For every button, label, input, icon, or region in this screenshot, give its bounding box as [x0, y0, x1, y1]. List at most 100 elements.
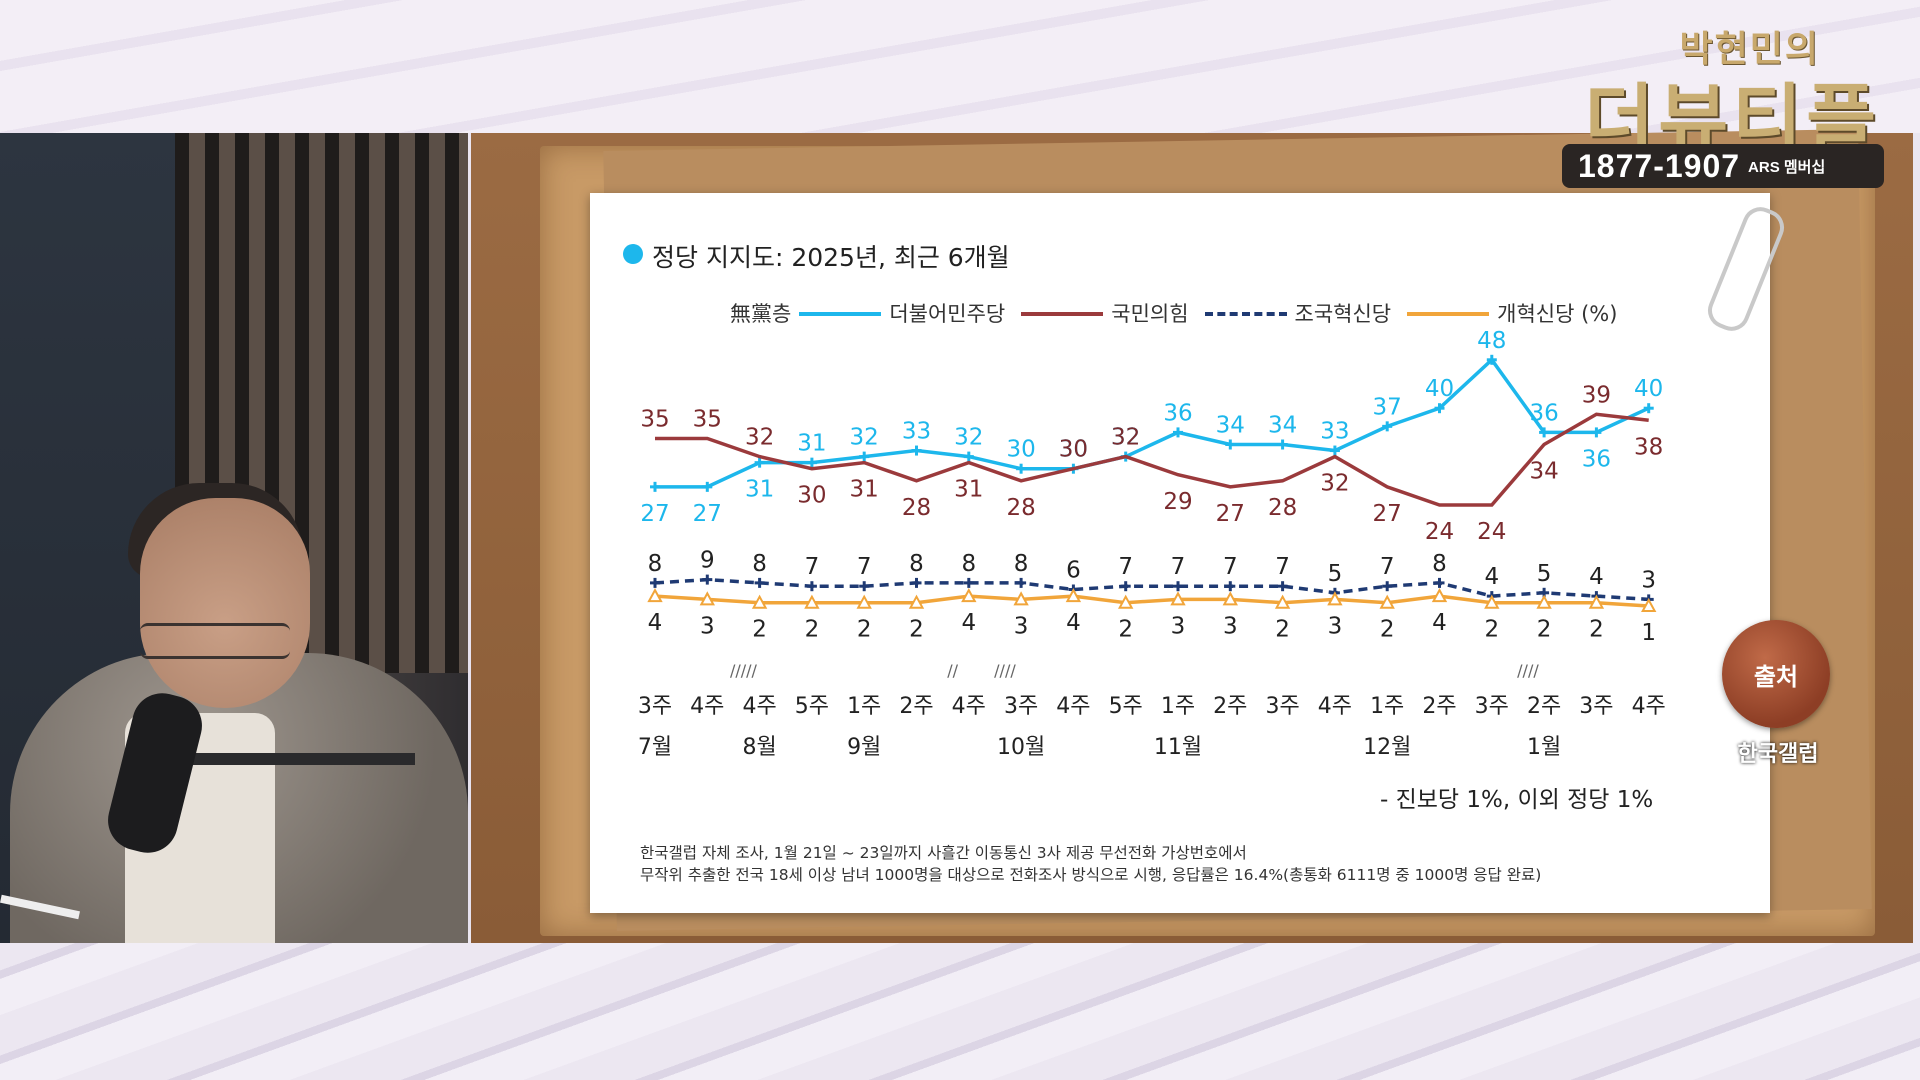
footnote-line-2: 무작위 추출한 전국 18세 이상 남녀 1000명을 대상으로 전화조사 방식… [640, 866, 1542, 884]
phone-banner: 1877-1907 ARS 멤버십 [1562, 144, 1884, 188]
legend-label-ppp: 국민의힘 [1111, 302, 1189, 326]
source-seal: 출처 [1722, 620, 1830, 728]
data-label-rebuild: 8 [1014, 551, 1029, 577]
data-label-dem: 30 [1006, 437, 1035, 463]
data-label-rebuild: 7 [857, 554, 872, 580]
data-label-reform: 3 [1223, 613, 1238, 639]
chart-legend: 無黨층 더불어민주당 국민의힘 조국혁신당 개혁신당 (%) [730, 298, 1625, 328]
legend-prefix: 無黨층 [730, 302, 792, 326]
data-label-reform: 2 [1275, 617, 1290, 643]
series-line-ppp [655, 412, 1649, 507]
data-label-rebuild: 8 [648, 551, 663, 577]
source-name: 한국갤럽 [1737, 741, 1819, 766]
x-tick-label: 5주 [795, 694, 829, 719]
month-label: 12월 [1363, 735, 1411, 760]
data-label-ppp: 24 [1425, 519, 1454, 545]
marker-reform [647, 588, 663, 603]
chart-footnote: 한국갤럽 자체 조사, 1월 21일 ~ 23일까지 사흘간 이동통신 3사 제… [640, 842, 1541, 886]
chart-title: 정당 지지도: 2025년, 최근 6개월 [652, 243, 1010, 272]
data-label-dem: 32 [954, 425, 983, 451]
marker-reform [1065, 588, 1082, 603]
data-label-reform: 3 [1328, 613, 1343, 639]
marker-reform [1536, 594, 1552, 609]
marker-reform [856, 594, 872, 609]
x-tick-label: 3주 [1004, 694, 1038, 719]
marker-reform [1013, 591, 1029, 606]
gap-mark: //// [1517, 661, 1539, 680]
data-label-dem: 37 [1373, 394, 1402, 420]
data-label-reform: 2 [1484, 617, 1499, 643]
gap-mark: ///// [730, 661, 758, 680]
data-label-rebuild: 8 [1432, 551, 1447, 577]
data-label-reform: 2 [1589, 617, 1604, 643]
month-label: 9월 [847, 735, 881, 760]
series-line-dem [655, 357, 1650, 489]
data-label-ppp: 35 [640, 406, 669, 432]
x-tick-label: 3주 [1475, 694, 1509, 719]
marker-reform [961, 588, 977, 603]
data-label-reform: 4 [648, 610, 663, 636]
data-label-ppp: 31 [850, 477, 879, 503]
x-tick-label: 3주 [1579, 694, 1613, 719]
data-label-reform: 2 [857, 617, 872, 643]
marker-reform [804, 594, 820, 609]
x-tick-label: 4주 [952, 694, 986, 719]
data-label-dem: 40 [1634, 376, 1663, 402]
x-tick-label: 4주 [1632, 694, 1666, 719]
data-label-ppp: 28 [902, 495, 931, 521]
data-label-ppp: 39 [1582, 382, 1611, 408]
host-head [140, 498, 310, 708]
data-label-rebuild: 7 [1380, 554, 1395, 580]
data-label-reform: 1 [1641, 620, 1656, 646]
data-label-ppp: 27 [1373, 501, 1402, 527]
legend-swatch-rebuild [1204, 305, 1287, 321]
legend-swatch-ppp [1021, 305, 1104, 321]
legend-item-rebuild: 조국혁신당 [1197, 298, 1391, 328]
data-label-dem: 32 [1111, 425, 1140, 451]
data-label-dem: 33 [902, 419, 931, 445]
data-label-ppp: 38 [1634, 434, 1663, 460]
x-tick-label: 3주 [638, 694, 672, 719]
legend-swatch-reform [1407, 305, 1490, 321]
data-label-rebuild: 8 [752, 551, 767, 577]
data-label-rebuild: 7 [1118, 554, 1133, 580]
marker-reform [1170, 591, 1186, 606]
data-label-dem: 32 [850, 425, 879, 451]
data-label-rebuild: 7 [1223, 554, 1238, 580]
month-label: 1월 [1527, 735, 1561, 760]
x-tick-label: 4주 [742, 694, 776, 719]
data-label-ppp: 27 [1216, 501, 1245, 527]
x-tick-label: 2주 [899, 694, 933, 719]
marker-reform [1118, 594, 1134, 609]
data-label-reform: 2 [752, 617, 767, 643]
data-label-rebuild: 5 [1328, 561, 1343, 587]
data-label-dem: 40 [1425, 376, 1454, 402]
data-label-ppp: 32 [745, 425, 774, 451]
data-label-rebuild: 4 [1484, 564, 1499, 590]
month-label: 8월 [742, 735, 776, 760]
series-line-reform [654, 594, 1649, 608]
marker-reform [1379, 594, 1395, 609]
title-bullet-icon [623, 244, 643, 264]
background-top [0, 0, 1920, 133]
gap-mark: // [947, 661, 958, 680]
data-label-ppp: 29 [1163, 489, 1192, 515]
footnote-line-1: 한국갤럽 자체 조사, 1월 21일 ~ 23일까지 사흘간 이동통신 3사 제… [640, 844, 1247, 862]
marker-reform [1274, 594, 1291, 609]
x-tick-label: 4주 [1318, 694, 1352, 719]
x-tick-label: 5주 [1109, 694, 1143, 719]
x-tick-label: 1주 [1370, 694, 1404, 719]
data-label-reform: 3 [1171, 613, 1186, 639]
data-label-reform: 2 [909, 617, 924, 643]
data-label-reform: 4 [1432, 610, 1447, 636]
data-label-reform: 2 [1537, 617, 1552, 643]
month-label: 10월 [997, 735, 1045, 760]
data-label-reform: 3 [700, 613, 715, 639]
data-label-reform: 4 [1066, 610, 1081, 636]
webcam-feed [0, 133, 468, 943]
gap-mark: //// [994, 661, 1016, 680]
data-label-dem: 48 [1477, 330, 1506, 354]
data-label-dem: 27 [693, 501, 722, 527]
data-label-rebuild: 5 [1537, 561, 1552, 587]
month-label: 7월 [638, 735, 672, 760]
